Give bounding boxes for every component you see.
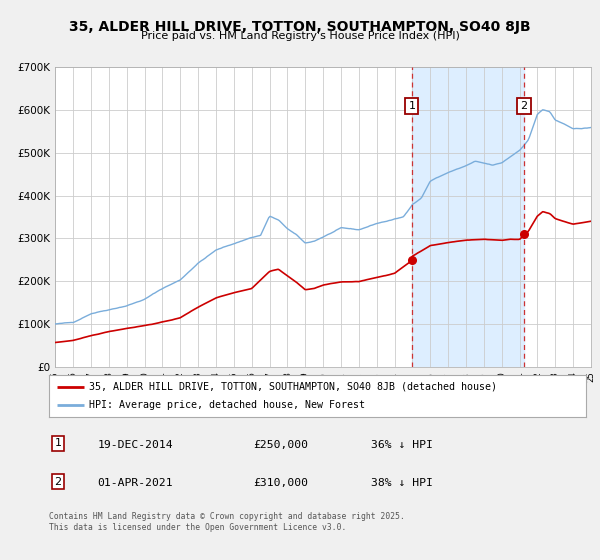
Text: HPI: Average price, detached house, New Forest: HPI: Average price, detached house, New … — [89, 400, 365, 410]
Text: 19-DEC-2014: 19-DEC-2014 — [98, 440, 173, 450]
Text: 38% ↓ HPI: 38% ↓ HPI — [371, 478, 433, 488]
Text: 35, ALDER HILL DRIVE, TOTTON, SOUTHAMPTON, SO40 8JB (detached house): 35, ALDER HILL DRIVE, TOTTON, SOUTHAMPTO… — [89, 382, 497, 392]
Text: £310,000: £310,000 — [253, 478, 308, 488]
Text: 2: 2 — [520, 101, 527, 111]
Text: 36% ↓ HPI: 36% ↓ HPI — [371, 440, 433, 450]
Text: 1: 1 — [55, 438, 62, 449]
Text: £250,000: £250,000 — [253, 440, 308, 450]
Text: Price paid vs. HM Land Registry's House Price Index (HPI): Price paid vs. HM Land Registry's House … — [140, 31, 460, 41]
Text: 01-APR-2021: 01-APR-2021 — [98, 478, 173, 488]
Text: 1: 1 — [409, 101, 415, 111]
Text: 2: 2 — [55, 477, 62, 487]
Bar — [412, 67, 524, 367]
Text: Contains HM Land Registry data © Crown copyright and database right 2025.
This d: Contains HM Land Registry data © Crown c… — [49, 512, 405, 532]
Text: 35, ALDER HILL DRIVE, TOTTON, SOUTHAMPTON, SO40 8JB: 35, ALDER HILL DRIVE, TOTTON, SOUTHAMPTO… — [69, 20, 531, 34]
